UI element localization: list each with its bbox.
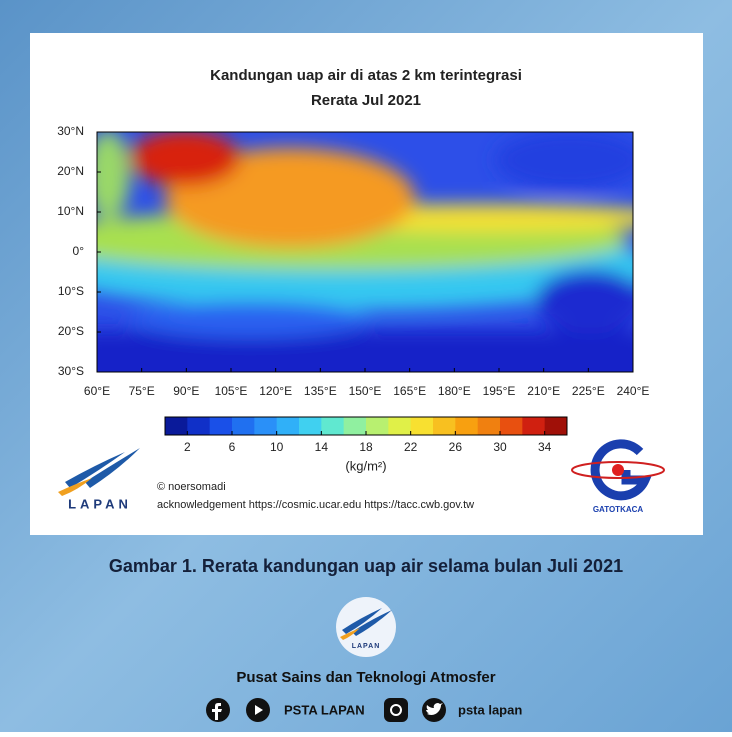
- lat-tick-label: 30°N: [57, 124, 84, 138]
- map-field: [97, 132, 633, 372]
- credit: © noersomadi: [157, 481, 226, 493]
- social-icons: [206, 698, 446, 722]
- colorbar-segment: [254, 417, 278, 435]
- colorbar-segment: [299, 417, 322, 435]
- colorbar-segment: [232, 417, 255, 435]
- lon-tick-label: 210°E: [527, 384, 560, 398]
- logo-text: LAPAN: [352, 643, 381, 650]
- colorbar-segment: [433, 417, 456, 435]
- colorbar-segment: [187, 417, 211, 435]
- colorbar-tick-label: 26: [449, 440, 463, 454]
- lat-tick-label: 20°S: [58, 324, 84, 338]
- colorbar-segment: [343, 417, 367, 435]
- colorbar-segment: [165, 417, 188, 435]
- lon-tick-label: 165°E: [393, 384, 426, 398]
- colorbar-tick-label: 18: [359, 440, 373, 454]
- colorbar-segment: [388, 417, 412, 435]
- social-handle: psta lapan: [458, 702, 522, 717]
- lat-tick-label: 10°S: [58, 284, 84, 298]
- colorbar-segment: [366, 417, 389, 435]
- logo-text: GATOTKACA: [593, 505, 644, 514]
- colorbar-segment: [455, 417, 479, 435]
- organization: Pusat Sains dan Teknologi Atmosfer: [236, 669, 495, 686]
- colorbar-segment: [522, 417, 546, 435]
- lon-tick-label: 60°E: [84, 384, 110, 398]
- colorbar-tick-label: 34: [538, 440, 552, 454]
- colorbar-segment: [321, 417, 345, 435]
- lon-tick-label: 180°E: [438, 384, 471, 398]
- figure-title: Kandungan uap air di atas 2 km terintegr…: [210, 67, 522, 84]
- lon-tick-label: 105°E: [215, 384, 248, 398]
- colorbar-segment: [209, 417, 233, 435]
- colorbar-segment: [276, 417, 300, 435]
- footer-logo: LAPAN: [336, 597, 396, 657]
- lat-tick-label: 20°N: [57, 164, 84, 178]
- acknowledgement: acknowledgement https://cosmic.ucar.edu …: [157, 499, 474, 511]
- social-handle: PSTA LAPAN: [284, 702, 365, 717]
- figure-subtitle: Rerata Jul 2021: [311, 92, 421, 109]
- colorbar-segment: [477, 417, 501, 435]
- logo-text: LAPAN: [68, 496, 132, 511]
- lon-tick-label: 240°E: [617, 384, 650, 398]
- lon-tick-label: 195°E: [483, 384, 516, 398]
- colorbar-tick-label: 30: [493, 440, 507, 454]
- colorbar-segment: [544, 417, 568, 435]
- colorbar-segment: [500, 417, 523, 435]
- lon-tick-label: 225°E: [572, 384, 605, 398]
- colorbar-tick-label: 14: [315, 440, 329, 454]
- lon-tick-label: 150°E: [349, 384, 382, 398]
- colorbar-tick-label: 10: [270, 440, 284, 454]
- caption: Gambar 1. Rerata kandungan uap air selam…: [109, 556, 623, 576]
- lapan-logo: LAPAN: [58, 448, 140, 511]
- lon-tick-label: 135°E: [304, 384, 337, 398]
- lon-tick-label: 120°E: [259, 384, 292, 398]
- lat-tick-label: 10°N: [57, 204, 84, 218]
- lon-tick-label: 75°E: [129, 384, 155, 398]
- colorbar-tick-label: 2: [184, 440, 191, 454]
- colorbar-tick-label: 6: [229, 440, 236, 454]
- colorbar-tick-label: 22: [404, 440, 418, 454]
- colorbar-unit: (kg/m²): [345, 458, 386, 473]
- gatotkaca-logo: GATOTKACA: [571, 439, 665, 514]
- lat-tick-label: 30°S: [58, 364, 84, 378]
- lat-tick-label: 0°: [73, 244, 85, 258]
- lon-tick-label: 90°E: [173, 384, 199, 398]
- colorbar-segment: [410, 417, 434, 435]
